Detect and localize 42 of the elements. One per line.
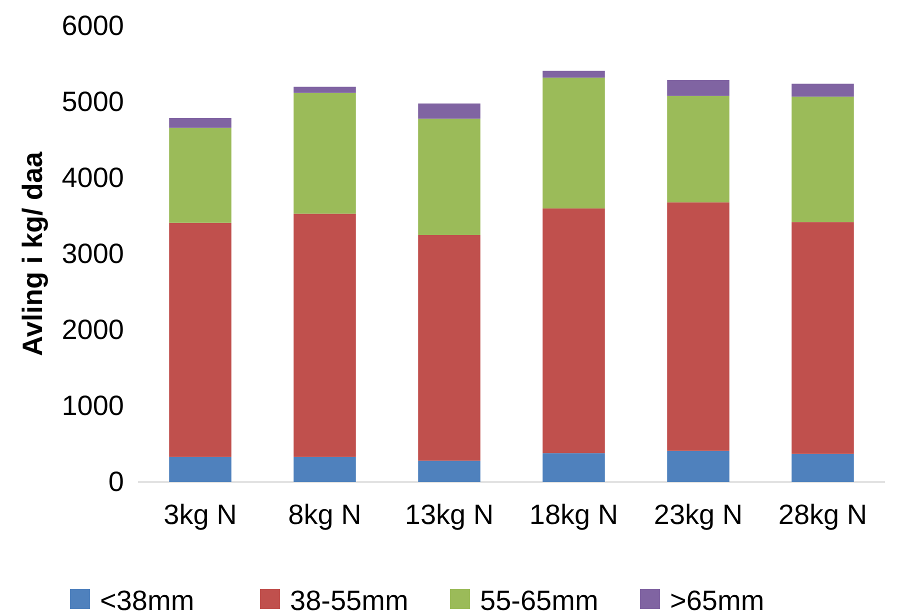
x-tick-label: 8kg N bbox=[288, 498, 362, 530]
bar bbox=[418, 104, 480, 119]
bar bbox=[667, 80, 730, 96]
x-tick-label: 18kg N bbox=[529, 498, 618, 530]
bar bbox=[792, 454, 854, 482]
legend-label: >65mm bbox=[670, 584, 764, 614]
x-tick-label: 13kg N bbox=[404, 498, 494, 530]
bar bbox=[294, 456, 356, 482]
x-tick-label: 23kg N bbox=[654, 498, 743, 530]
bar bbox=[667, 202, 730, 451]
bar bbox=[169, 222, 232, 457]
bar bbox=[667, 96, 730, 202]
bar bbox=[667, 450, 730, 482]
legend-label: 55-65mm bbox=[480, 584, 598, 614]
bar bbox=[294, 214, 356, 457]
bar bbox=[169, 456, 232, 482]
bar bbox=[169, 118, 232, 128]
x-tick-label: 3kg N bbox=[164, 498, 237, 530]
bar bbox=[792, 84, 854, 97]
y-tick-label: 0 bbox=[108, 466, 124, 497]
y-axis-title: Avling i kg/ daa bbox=[17, 151, 48, 356]
bar bbox=[542, 78, 605, 208]
bar bbox=[542, 70, 605, 78]
y-tick-label: 3000 bbox=[62, 238, 124, 269]
legend-label: 38-55mm bbox=[290, 584, 408, 614]
y-tick-label: 2000 bbox=[62, 314, 124, 345]
bar bbox=[792, 222, 854, 454]
y-tick-label: 5000 bbox=[62, 86, 124, 117]
bar bbox=[169, 128, 232, 223]
bar bbox=[418, 118, 480, 235]
x-tick-label: 28kg N bbox=[778, 498, 868, 530]
y-tick-label: 6000 bbox=[62, 10, 124, 41]
bar bbox=[542, 208, 605, 454]
bar bbox=[418, 460, 480, 482]
bar bbox=[792, 96, 854, 222]
legend-label: <38mm bbox=[100, 584, 194, 614]
bar bbox=[294, 92, 356, 214]
bar bbox=[294, 86, 356, 93]
bar bbox=[542, 453, 605, 482]
y-tick-label: 1000 bbox=[62, 390, 124, 421]
y-tick-label: 4000 bbox=[62, 162, 124, 193]
bar bbox=[418, 235, 480, 461]
